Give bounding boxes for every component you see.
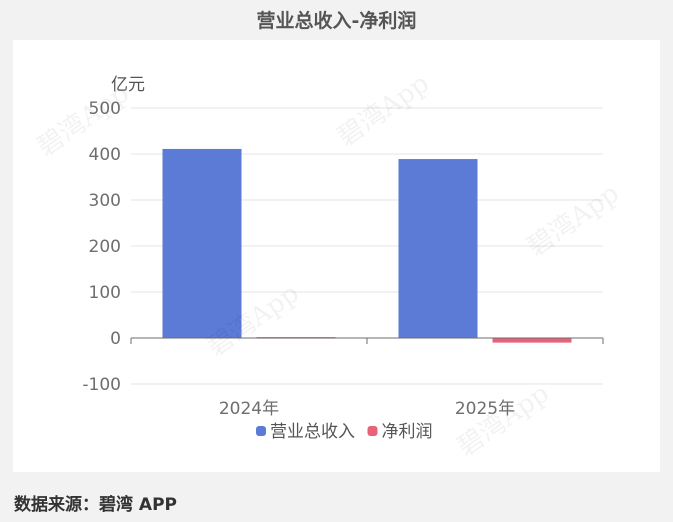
bar-net-profit bbox=[492, 338, 572, 343]
y-tick-label: 100 bbox=[89, 283, 121, 303]
y-tick-label: 0 bbox=[110, 329, 121, 349]
y-tick-label: 200 bbox=[89, 237, 121, 257]
legend-swatch bbox=[367, 426, 378, 436]
legend-label: 净利润 bbox=[382, 422, 433, 442]
y-tick-label: 500 bbox=[89, 99, 121, 119]
y-axis-label: 亿元 bbox=[111, 75, 145, 95]
y-tick-label: 400 bbox=[89, 145, 121, 165]
data-source-note: 数据来源：碧湾 APP bbox=[14, 495, 177, 515]
y-tick-label: 300 bbox=[89, 191, 121, 211]
legend-swatch bbox=[256, 426, 266, 436]
x-tick-label: 2024年 bbox=[219, 399, 279, 419]
chart-title: 营业总收入-净利润 bbox=[256, 10, 417, 32]
y-tick-label: -100 bbox=[82, 375, 121, 395]
bar-revenue bbox=[398, 159, 478, 338]
legend-label: 营业总收入 bbox=[270, 422, 355, 442]
x-tick-label: 2025年 bbox=[455, 399, 515, 419]
bar-revenue bbox=[162, 148, 242, 338]
chart-card: -100 0 100 200 300 400 500 亿元 2024年 2025年营业总收入 净利润 bbox=[13, 40, 660, 472]
